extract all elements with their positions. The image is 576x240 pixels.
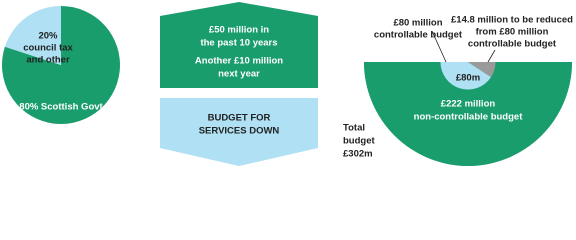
label: £14.8 million to be reduced — [451, 15, 573, 26]
semicircle — [364, 62, 572, 166]
arrow-text: Another £10 million — [195, 56, 283, 67]
label: council tax — [23, 43, 73, 54]
arrow-text: £50 million in — [209, 25, 269, 36]
label: non-controllable budget — [414, 112, 524, 123]
label: controllable budget — [374, 30, 463, 41]
arrow-text: SERVICES DOWN — [199, 126, 280, 137]
label: budget — [343, 136, 375, 147]
up-arrow — [160, 2, 318, 88]
label: from £80 million — [476, 27, 549, 38]
arrow-text: the past 10 years — [200, 38, 277, 49]
leader-line — [487, 49, 496, 63]
semicircle-inner — [440, 62, 492, 90]
label: controllable budget — [468, 39, 557, 50]
label: £80m — [456, 73, 480, 84]
label: 80% Scottish Govt — [19, 102, 103, 113]
label: £222 million — [441, 99, 496, 110]
label: £80 million — [393, 18, 442, 29]
leader-line — [431, 30, 447, 63]
arrow-text: next year — [218, 69, 260, 80]
down-arrow — [160, 98, 318, 166]
pie-slice — [4, 5, 62, 66]
label: 20% — [38, 31, 58, 42]
reduction-wedge — [468, 62, 496, 78]
label: Total — [343, 123, 365, 134]
arrow-text: BUDGET FOR — [208, 113, 271, 124]
label: and other — [26, 55, 70, 66]
label: £302m — [343, 149, 373, 160]
